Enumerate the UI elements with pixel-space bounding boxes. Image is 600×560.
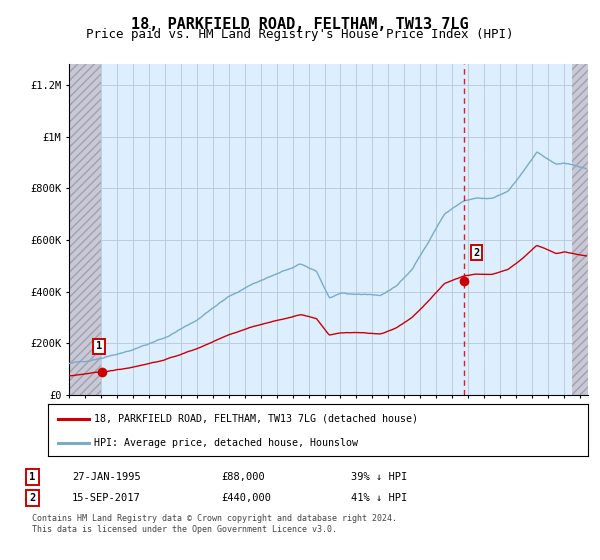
Text: 2: 2 bbox=[29, 493, 35, 503]
Text: 18, PARKFIELD ROAD, FELTHAM, TW13 7LG: 18, PARKFIELD ROAD, FELTHAM, TW13 7LG bbox=[131, 17, 469, 32]
Bar bbox=[572, 64, 588, 395]
Text: 15-SEP-2017: 15-SEP-2017 bbox=[72, 493, 140, 503]
Text: 1: 1 bbox=[96, 341, 102, 351]
Text: 39% ↓ HPI: 39% ↓ HPI bbox=[351, 472, 407, 482]
Text: £440,000: £440,000 bbox=[221, 493, 271, 503]
Text: 18, PARKFIELD ROAD, FELTHAM, TW13 7LG (detached house): 18, PARKFIELD ROAD, FELTHAM, TW13 7LG (d… bbox=[94, 414, 418, 424]
Text: HPI: Average price, detached house, Hounslow: HPI: Average price, detached house, Houn… bbox=[94, 438, 358, 449]
Bar bbox=[69, 64, 101, 395]
Text: 41% ↓ HPI: 41% ↓ HPI bbox=[351, 493, 407, 503]
Text: 27-JAN-1995: 27-JAN-1995 bbox=[72, 472, 140, 482]
Bar bbox=[69, 64, 101, 395]
Text: Price paid vs. HM Land Registry's House Price Index (HPI): Price paid vs. HM Land Registry's House … bbox=[86, 28, 514, 41]
Text: 2: 2 bbox=[473, 248, 479, 258]
Text: 1: 1 bbox=[29, 472, 35, 482]
Text: Contains HM Land Registry data © Crown copyright and database right 2024.
This d: Contains HM Land Registry data © Crown c… bbox=[32, 514, 397, 534]
Bar bbox=[572, 64, 588, 395]
Text: £88,000: £88,000 bbox=[221, 472, 265, 482]
